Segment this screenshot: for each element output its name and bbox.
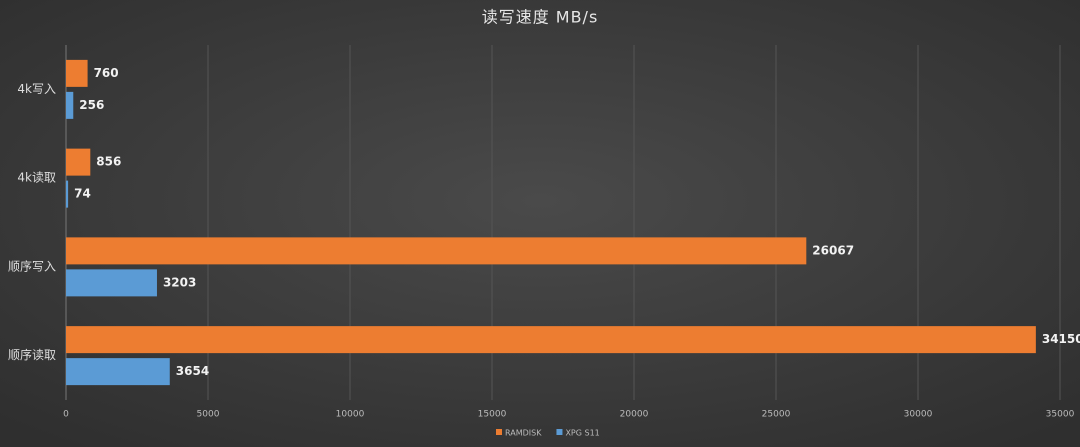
x-tick-label: 25000 — [762, 410, 791, 420]
value-label: 74 — [74, 187, 91, 201]
legend-label: RAMDISK — [505, 429, 542, 438]
value-label: 3654 — [176, 364, 209, 378]
legend-swatch — [496, 429, 502, 435]
bar — [66, 326, 1036, 354]
bar — [66, 91, 74, 119]
bar — [66, 358, 170, 386]
chart-title: 读写速度 MB/s — [482, 8, 599, 27]
value-label: 856 — [96, 155, 121, 169]
value-label: 3203 — [163, 275, 196, 289]
bar — [66, 180, 69, 208]
bar — [66, 269, 157, 297]
y-tick-label: 顺序写入 — [8, 258, 56, 273]
y-tick-label: 4k读取 — [17, 171, 56, 185]
x-tick-label: 10000 — [336, 410, 365, 420]
legend-label: XPG S11 — [565, 429, 599, 438]
bar — [66, 59, 88, 87]
value-label: 34150 — [1042, 332, 1080, 346]
value-label: 26067 — [812, 243, 854, 257]
x-tick-label: 0 — [63, 410, 69, 420]
x-tick-label: 35000 — [1046, 410, 1075, 420]
legend-swatch — [556, 429, 563, 435]
value-label: 256 — [79, 98, 104, 112]
x-tick-label: 20000 — [620, 410, 649, 420]
bar — [66, 148, 91, 176]
x-tick-label: 15000 — [478, 410, 507, 420]
x-tick-label: 30000 — [904, 410, 933, 420]
bar — [66, 237, 807, 265]
x-tick-label: 5000 — [197, 410, 220, 420]
value-label: 760 — [94, 66, 119, 80]
y-tick-label: 顺序读取 — [8, 347, 56, 362]
y-tick-label: 4k写入 — [17, 82, 56, 96]
